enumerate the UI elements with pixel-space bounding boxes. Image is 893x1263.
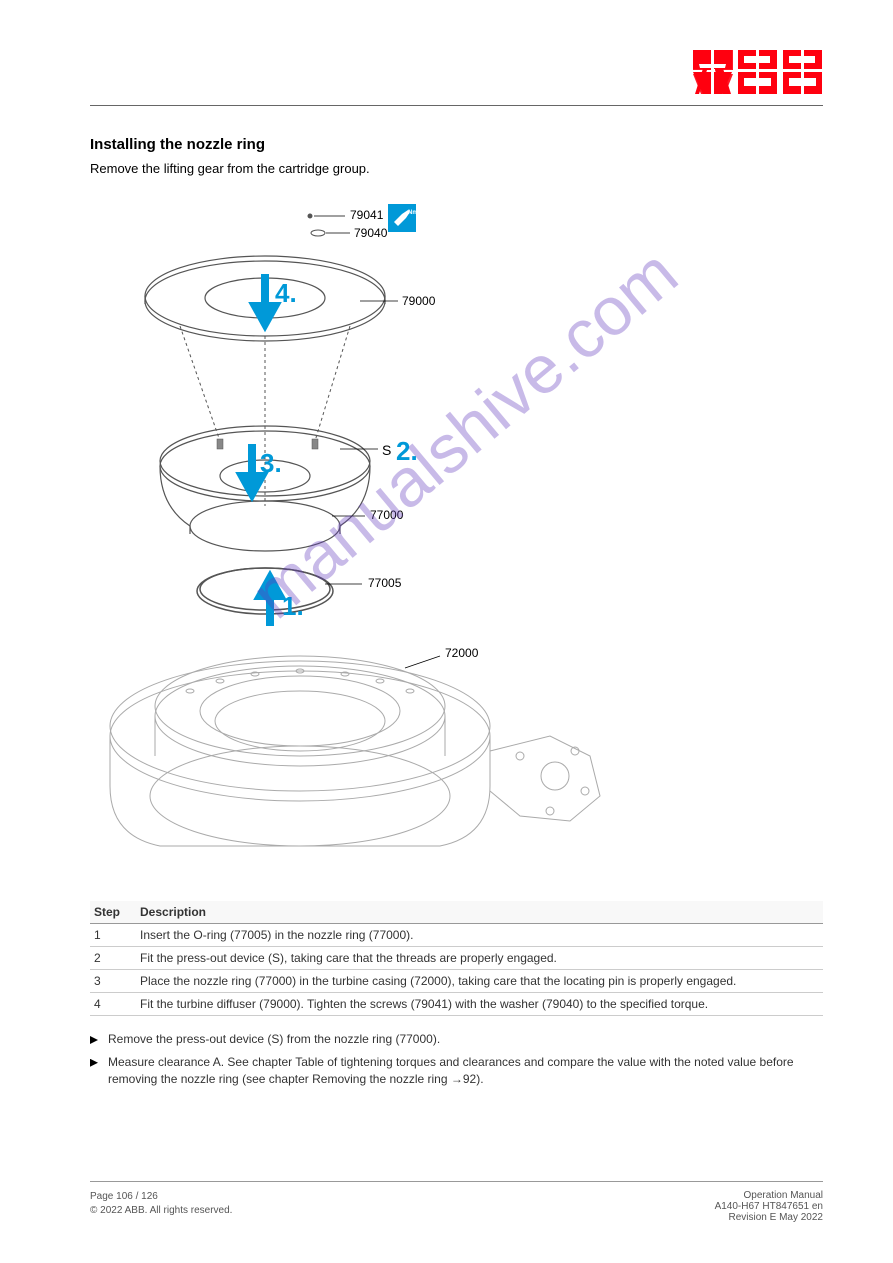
footer: Page 106 / 126 © 2022 ABB. All rights re…	[90, 1181, 823, 1223]
label-77005: 77005	[368, 576, 401, 590]
label-72000: 72000	[445, 646, 478, 660]
step-1: 1.	[282, 591, 304, 622]
table-row: 4 Fit the turbine diffuser (79000). Tigh…	[90, 993, 823, 1016]
label-79040: 79040	[354, 226, 387, 240]
instruction-list: Remove the press-out device (S) from the…	[90, 1031, 823, 1087]
table-row: 2 Fit the press-out device (S), taking c…	[90, 947, 823, 970]
svg-text:Nm: Nm	[408, 210, 416, 216]
footer-right: Operation Manual A140-H67 HT847651 en Re…	[715, 1190, 823, 1223]
table-row: 3 Place the nozzle ring (77000) in the t…	[90, 970, 823, 993]
header-divider	[90, 105, 823, 106]
label-77000: 77000	[370, 508, 403, 522]
list-item: Remove the press-out device (S) from the…	[90, 1031, 823, 1048]
header	[90, 50, 823, 95]
page-container: Installing the nozzle ring Remove the li…	[0, 0, 893, 1263]
footer-left: Page 106 / 126 © 2022 ABB. All rights re…	[90, 1190, 232, 1223]
label-s: S	[382, 442, 391, 458]
label-79000: 79000	[402, 294, 435, 308]
section-heading: Installing the nozzle ring	[90, 136, 823, 153]
torque-icon: Nm	[388, 204, 416, 232]
col-header-desc: Description	[140, 905, 823, 919]
step-2: 2.	[396, 436, 418, 467]
exploded-diagram: Nm 79041 79040 79000 77000 77005 72000 S…	[100, 196, 640, 886]
step-3: 3.	[260, 448, 282, 479]
abb-logo	[693, 50, 823, 95]
section-sub: Remove the lifting gear from the cartrid…	[90, 161, 823, 176]
label-79041: 79041	[350, 208, 383, 222]
list-item: Measure clearance A. See chapter Table o…	[90, 1054, 823, 1088]
procedure-table-header: Step Description	[90, 901, 823, 924]
table-row: 1 Insert the O-ring (77005) in the nozzl…	[90, 924, 823, 947]
step-4: 4.	[275, 278, 297, 309]
diagram-svg	[100, 196, 640, 886]
col-header-step: Step	[90, 905, 140, 919]
